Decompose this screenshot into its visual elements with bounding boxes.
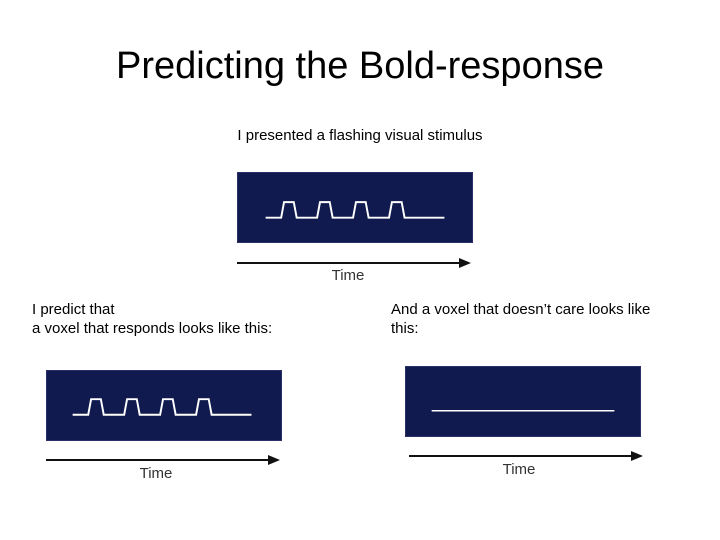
stimulus-caption: I presented a flashing visual stimulus	[237, 127, 483, 144]
stimulus-square-wave	[265, 201, 445, 219]
nonresponding-voxel-panel	[405, 366, 641, 437]
stimulus-axis-label: Time	[331, 267, 365, 284]
responding-time-axis	[46, 452, 282, 468]
stimulus-signal-panel	[237, 172, 473, 243]
stimulus-time-axis	[237, 255, 473, 271]
time-arrow	[409, 451, 643, 461]
time-arrow	[46, 455, 280, 465]
responding-square-wave	[72, 398, 252, 416]
responding-axis-label: Time	[139, 465, 173, 482]
responding-caption: I predict that a voxel that responds loo…	[32, 301, 273, 337]
slide-title: Predicting the Bold-response	[116, 45, 604, 87]
time-arrow	[237, 258, 471, 268]
nonresponding-axis-label: Time	[502, 461, 536, 478]
nonresponding-caption: And a voxel that doesn’t care looks like…	[391, 301, 651, 337]
nonresponding-time-axis	[409, 448, 645, 464]
responding-voxel-panel	[46, 370, 282, 441]
flat-signal-line	[431, 410, 615, 412]
